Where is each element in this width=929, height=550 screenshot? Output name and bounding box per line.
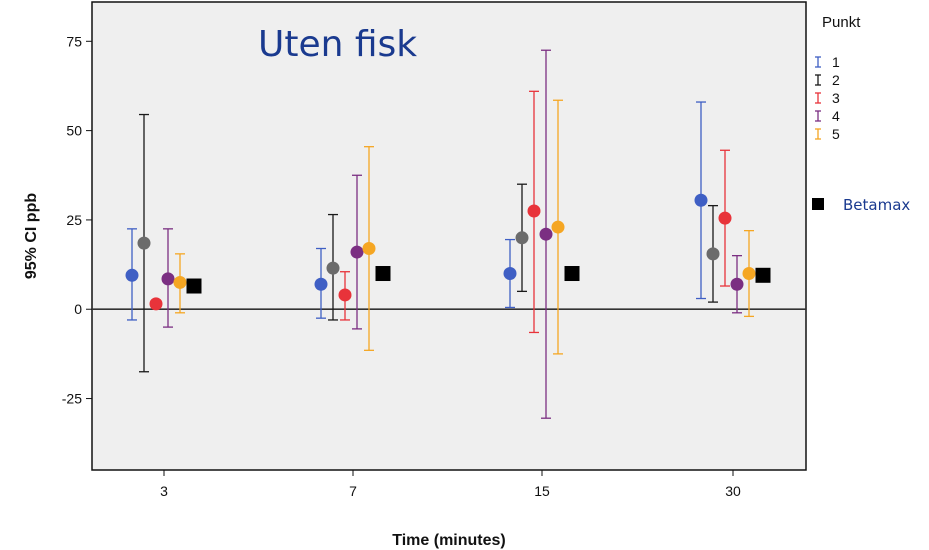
data-point <box>362 242 376 256</box>
data-point <box>350 245 364 259</box>
legend-entry-1: 1 <box>815 54 840 70</box>
betamax-point <box>755 267 771 283</box>
series-3 <box>149 90 732 334</box>
series-betamax <box>186 266 771 294</box>
y-tick-label: -25 <box>62 391 82 407</box>
y-tick-label: 25 <box>66 212 82 228</box>
betamax-point <box>564 266 580 282</box>
y-tick-label: 50 <box>66 123 82 139</box>
y-tick-label: 75 <box>66 33 82 49</box>
data-point <box>730 277 744 291</box>
series-1 <box>125 101 708 321</box>
data-point <box>551 220 565 234</box>
data-point <box>718 211 732 225</box>
betamax-point <box>186 278 202 294</box>
data-point <box>503 267 517 281</box>
legend-entry-4: 4 <box>815 108 840 124</box>
legend-title: Punkt <box>822 14 861 31</box>
legend-entry-5: 5 <box>815 126 840 142</box>
y-axis-title: 95% CI ppb <box>23 193 40 279</box>
x-axis-title: Time (minutes) <box>392 532 506 549</box>
legend-entry-2: 2 <box>815 72 840 88</box>
y-tick-label: 0 <box>74 301 82 317</box>
data-point <box>694 193 708 207</box>
plot-area <box>91 1 807 471</box>
betamax-legend: Betamax <box>812 196 910 214</box>
legend-entry-3: 3 <box>815 90 840 106</box>
data-point <box>149 297 163 311</box>
x-tick-label: 7 <box>349 483 357 499</box>
data-point <box>125 268 139 282</box>
y-axis: 75 50 25 0 -25 <box>62 33 92 407</box>
legend: Punkt 1 2 3 4 5 <box>815 14 861 142</box>
data-point <box>173 275 187 289</box>
betamax-legend-marker <box>812 198 824 210</box>
legend-label: 3 <box>832 90 840 106</box>
data-point <box>515 231 529 245</box>
betamax-legend-label: Betamax <box>843 196 910 214</box>
series-4 <box>161 49 744 419</box>
data-point <box>338 288 352 302</box>
x-axis: 3 7 15 30 <box>160 470 741 499</box>
betamax-point <box>375 266 391 282</box>
legend-label: 5 <box>832 126 840 142</box>
data-point <box>137 236 151 250</box>
data-point <box>706 247 720 261</box>
legend-label: 1 <box>832 54 840 70</box>
data-point <box>326 261 340 275</box>
data-point <box>161 272 175 286</box>
legend-label: 4 <box>832 108 840 124</box>
series-5 <box>173 99 756 355</box>
data-point <box>742 267 756 281</box>
x-tick-label: 15 <box>534 483 550 499</box>
series-2 <box>137 113 720 373</box>
data-point <box>314 277 328 291</box>
data-point <box>527 204 541 218</box>
plot-title: Uten fisk <box>258 24 417 65</box>
x-tick-label: 3 <box>160 483 168 499</box>
legend-label: 2 <box>832 72 840 88</box>
data-point <box>539 227 553 241</box>
x-tick-label: 30 <box>725 483 741 499</box>
series-layer <box>125 49 771 419</box>
